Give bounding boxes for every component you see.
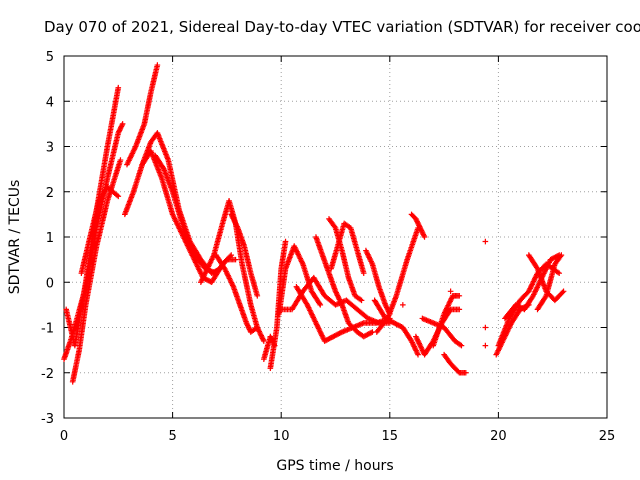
y-tick-label: 1 [46, 231, 54, 246]
data-point [154, 62, 161, 68]
y-tick-label: 5 [46, 50, 54, 65]
data-point [458, 342, 465, 349]
data-point [117, 157, 124, 163]
x-tick-label: 0 [60, 429, 68, 444]
data-point [482, 342, 489, 349]
data-point [254, 293, 261, 299]
x-tick-label: 15 [382, 429, 399, 444]
data-points [61, 62, 567, 385]
y-axis-label: SDTVAR / TECUs [7, 180, 23, 295]
x-tick-label: 10 [273, 429, 290, 444]
x-tick-label: 20 [490, 429, 507, 444]
data-point [316, 300, 323, 307]
data-point [560, 288, 567, 295]
data-point [358, 297, 365, 304]
data-point [482, 324, 489, 331]
data-point [115, 193, 122, 200]
data-point [542, 294, 549, 300]
y-tick-label: -1 [41, 322, 54, 337]
data-point [317, 302, 324, 308]
x-axis-label: GPS time / hours [276, 458, 393, 474]
data-point [456, 293, 463, 299]
y-tick-label: 0 [46, 276, 54, 291]
data-point [456, 306, 463, 313]
data-point [463, 369, 469, 376]
y-tick-label: -3 [41, 412, 54, 427]
chart-title: Day 070 of 2021, Sidereal Day-to-day VTE… [44, 18, 640, 36]
data-point [115, 84, 122, 91]
data-point [415, 351, 421, 358]
x-tick-label: 5 [168, 429, 176, 444]
data-point [559, 289, 566, 296]
data-point [337, 329, 344, 336]
data-point [360, 270, 367, 276]
y-tick-label: -2 [41, 367, 54, 382]
axis-ticks: 0 5 10 15 20 25 -3 -2 -1 0 1 2 3 4 5 [41, 50, 615, 444]
data-point [254, 324, 261, 331]
data-point [114, 192, 120, 199]
data-point [400, 302, 406, 308]
x-tick-label: 25 [599, 429, 616, 444]
data-point [119, 121, 126, 127]
y-tick-label: 2 [46, 186, 54, 201]
data-point [421, 234, 428, 240]
grid-lines [64, 56, 607, 418]
data-point [482, 238, 489, 245]
data-point [232, 256, 239, 263]
data-point [447, 288, 454, 295]
data-point [282, 238, 289, 245]
data-point [556, 270, 563, 276]
y-tick-label: 4 [46, 95, 54, 110]
data-point [558, 252, 565, 258]
data-point [368, 329, 374, 336]
y-tick-label: 3 [46, 141, 54, 156]
data-point [261, 338, 267, 344]
